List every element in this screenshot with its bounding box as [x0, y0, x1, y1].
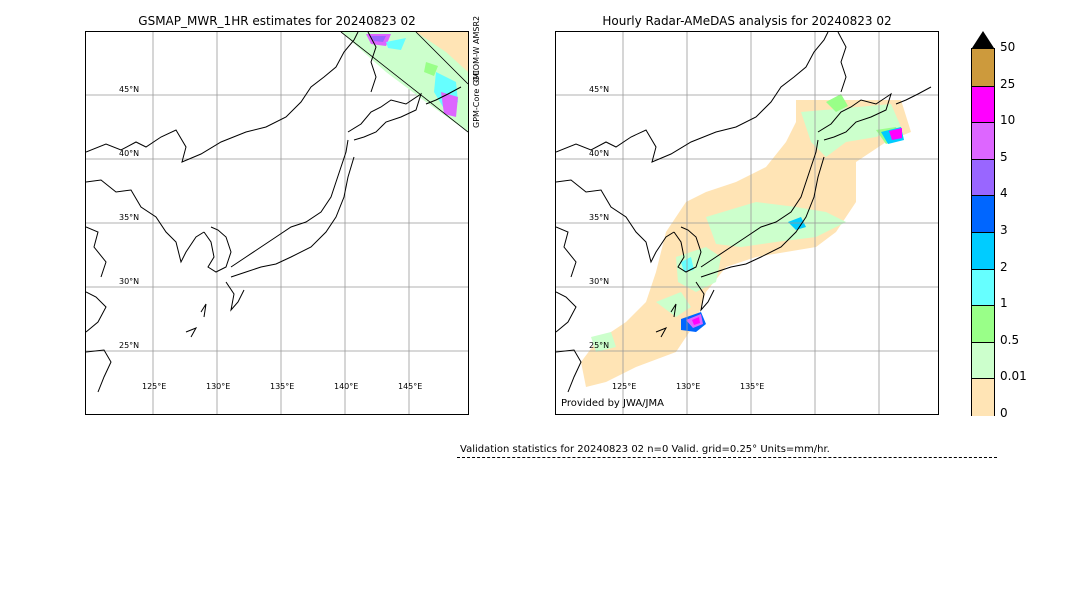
colorbar-segment	[972, 341, 994, 380]
colorbar-tick-label: 50	[1000, 40, 1016, 54]
colorbar-segment	[972, 122, 994, 160]
right-lon-label: 125°E	[612, 382, 637, 391]
right-map: 45°N 40°N 35°N 30°N 25°N 125°E 130°E 135…	[555, 31, 939, 415]
right-lon-label: 130°E	[676, 382, 701, 391]
colorbar-tick-label: 0.01	[1000, 369, 1027, 384]
right-lat-label: 45°N	[589, 85, 610, 94]
colorbar-segment	[972, 195, 994, 233]
left-graticule	[86, 32, 468, 414]
right-coastlines	[556, 32, 932, 393]
left-coastlines	[86, 32, 462, 393]
right-map-canvas	[556, 32, 938, 414]
right-lat-label: 30°N	[589, 277, 610, 286]
colorbar-tick-label: 1	[1000, 296, 1008, 311]
colorbar-tick-label: 5	[1000, 149, 1008, 164]
right-precip-field	[581, 94, 911, 387]
colorbar-segment	[972, 85, 994, 124]
left-lon-label: 135°E	[270, 382, 295, 391]
left-map-title: GSMAP_MWR_1HR estimates for 20240823 02	[138, 14, 416, 28]
data-credit: Provided by JWA/JMA	[561, 398, 664, 409]
colorbar	[971, 48, 995, 416]
left-lat-label: 45°N	[119, 85, 140, 94]
left-lon-label: 145°E	[398, 382, 423, 391]
right-map-title: Hourly Radar-AMeDAS analysis for 2024082…	[602, 14, 892, 28]
validation-statistics: Validation statistics for 20240823 02 n=…	[460, 444, 830, 455]
colorbar-segment	[972, 232, 994, 270]
left-lat-label: 35°N	[119, 213, 140, 222]
colorbar-extend-arrow	[972, 31, 994, 48]
left-swath-precip	[340, 32, 468, 133]
left-lon-label: 125°E	[142, 382, 167, 391]
left-lon-label: 140°E	[334, 382, 359, 391]
colorbar-tick-label: 10	[1000, 113, 1016, 128]
left-lat-label: 25°N	[119, 341, 140, 350]
left-lat-label: 30°N	[119, 277, 140, 286]
left-lon-label: 130°E	[206, 382, 231, 391]
right-lon-label: 135°E	[740, 382, 765, 391]
colorbar-segment	[972, 305, 994, 343]
colorbar-segment	[972, 378, 994, 416]
colorbar-tick-label: 25	[1000, 76, 1016, 91]
right-lat-label: 40°N	[589, 149, 610, 158]
colorbar-segment	[972, 49, 994, 86]
swath-label-gmi: GPM-Core GMI	[472, 70, 481, 128]
colorbar-tick-label: 0	[1000, 406, 1008, 420]
colorbar-tick-label: 2	[1000, 259, 1008, 274]
left-map: 45°N 40°N 35°N 30°N 25°N 125°E 130°E 135…	[85, 31, 469, 415]
colorbar-segment	[972, 268, 994, 307]
left-lat-label: 40°N	[119, 149, 140, 158]
right-graticule	[556, 32, 938, 414]
colorbar-tick-label: 3	[1000, 223, 1008, 237]
validation-divider	[457, 457, 997, 458]
colorbar-tick-label: 4	[1000, 186, 1008, 201]
right-lat-label: 25°N	[589, 341, 610, 350]
right-lat-label: 35°N	[589, 213, 610, 222]
left-map-canvas	[86, 32, 468, 414]
colorbar-tick-label: 0.5	[1000, 332, 1020, 347]
colorbar-segment	[972, 158, 994, 197]
